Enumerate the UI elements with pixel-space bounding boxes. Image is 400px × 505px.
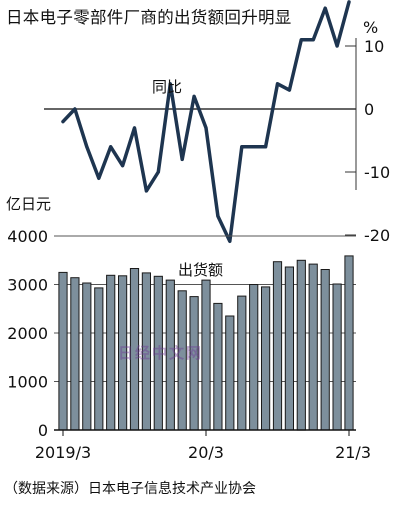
line-point (121, 164, 125, 168)
yoy-line (61, 0, 351, 244)
bar (94, 287, 104, 431)
line-point (311, 38, 315, 42)
bar-x-tick-label: 20/3 (188, 443, 224, 462)
bar (213, 302, 223, 431)
bar (344, 255, 354, 431)
yoy-points (61, 0, 351, 243)
line-point (156, 170, 160, 174)
chart-title: 日本电子零部件厂商的出货额回升明显 (6, 8, 292, 27)
bar-x-tick-label: 21/3 (335, 443, 371, 462)
line-tick-label: -20 (364, 226, 390, 245)
bar (82, 282, 92, 431)
bar (296, 259, 306, 431)
bar (106, 274, 116, 431)
line-point (323, 6, 327, 10)
bar (225, 315, 235, 431)
line-point (97, 176, 101, 180)
line-point (144, 189, 148, 193)
bar (58, 271, 68, 431)
bar (308, 263, 318, 431)
bar-x-tick-label: 2019/3 (35, 443, 91, 462)
line-point (192, 94, 196, 98)
bar (320, 269, 330, 431)
bar-tick-label: 2000 (7, 324, 48, 343)
line-point (287, 88, 291, 92)
line-point (216, 214, 220, 218)
bar (237, 295, 247, 431)
bar (201, 279, 211, 431)
line-point (252, 145, 256, 149)
line-point (61, 120, 65, 124)
bar-x-ticks: 2019/3 20/3 21/3 (35, 430, 371, 462)
bar-tick-label: 0 (38, 421, 48, 440)
bar (189, 296, 199, 431)
source-note: （数据来源）日本电子信息技术产业协会 (4, 481, 256, 497)
line-chart-grid (345, 45, 356, 236)
bar-series (58, 255, 354, 431)
bar (261, 286, 271, 431)
line-series-label: 同比 (152, 78, 182, 96)
line-point (240, 145, 244, 149)
line-point (133, 126, 136, 130)
bar (284, 266, 294, 431)
line-point (276, 82, 279, 86)
bar-y-ticks: 4000 3000 2000 1000 0 (7, 227, 48, 440)
line-unit-label: % (363, 18, 378, 37)
bar (272, 261, 283, 431)
line-point (335, 44, 339, 48)
line-point (204, 126, 208, 130)
line-tick-label: 0 (364, 100, 374, 119)
line-point (264, 145, 268, 149)
line-point (180, 157, 184, 161)
bar-tick-label: 4000 (7, 227, 48, 246)
bar-tick-label: 3000 (7, 276, 48, 295)
line-y-ticks: 20100-10-20 (364, 37, 390, 245)
line-point (299, 38, 303, 42)
bar (332, 283, 342, 431)
line-point (168, 82, 172, 86)
bar-series-label: 出货额 (178, 261, 223, 279)
line-point (85, 145, 89, 149)
bar-unit-label: 亿日元 (6, 195, 51, 213)
line-tick-label: 10 (364, 37, 384, 56)
line-point (347, 0, 351, 4)
bar (249, 284, 259, 431)
line-point (73, 107, 77, 111)
bar-tick-label: 1000 (7, 373, 48, 392)
bar (70, 277, 80, 431)
watermark-text: 日经中文网 (118, 344, 204, 362)
line-tick-label: -10 (364, 163, 390, 182)
line-point (228, 239, 232, 243)
line-point (109, 145, 113, 149)
